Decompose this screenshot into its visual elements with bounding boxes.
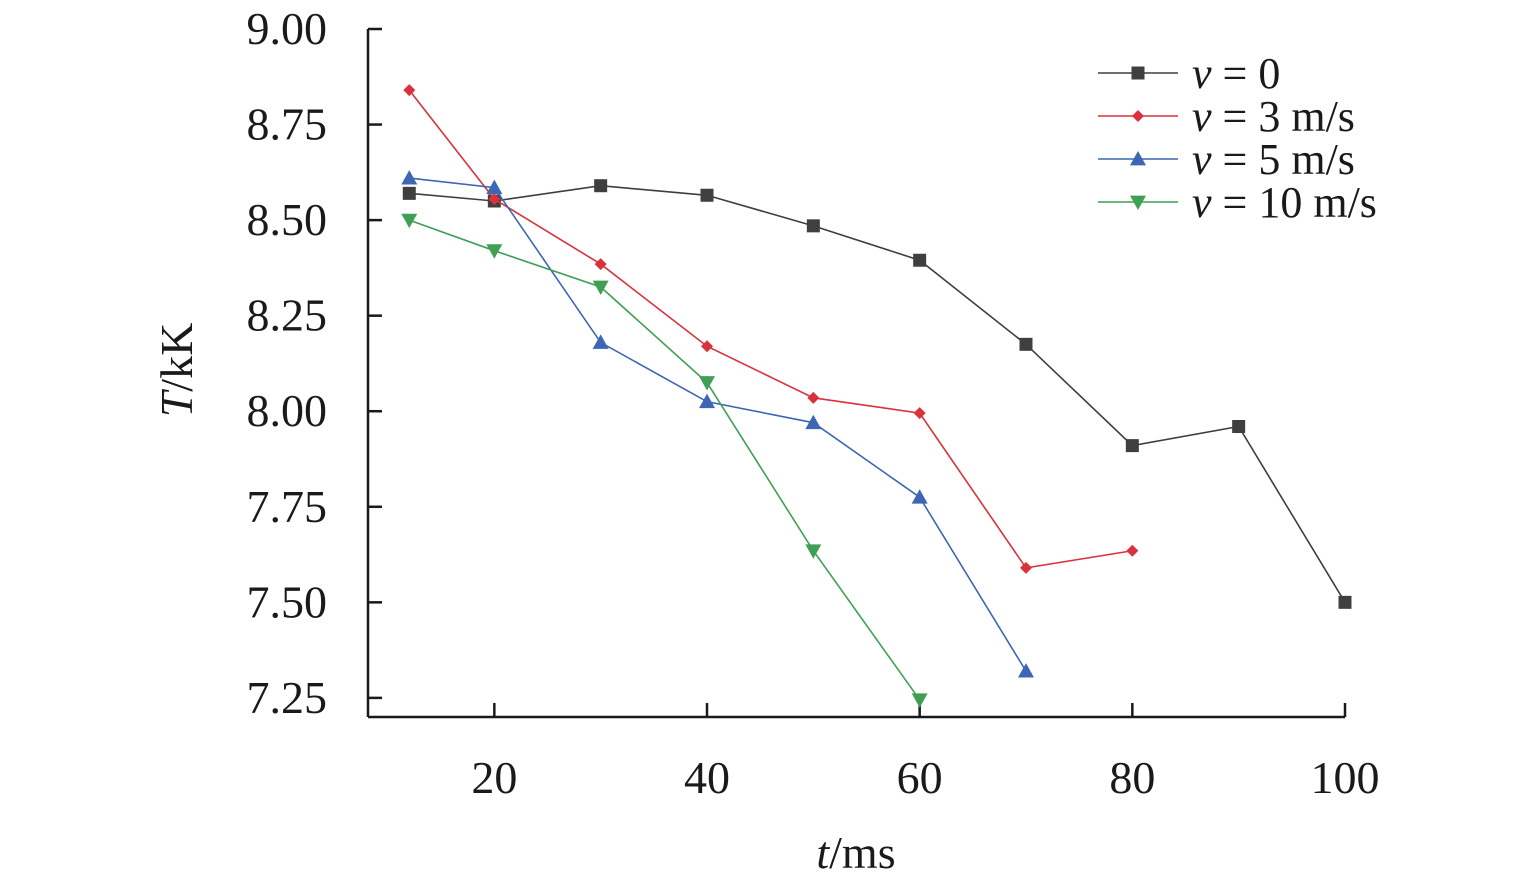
legend-label: v = 3 m/s [1192, 92, 1355, 141]
data-point [1338, 595, 1352, 609]
series-layer [401, 84, 1352, 708]
data-point [1232, 420, 1246, 434]
y-tick-label: 8.50 [247, 194, 328, 245]
data-point [1125, 439, 1139, 453]
series-2 [401, 170, 1034, 678]
data-point [805, 544, 822, 559]
data-point [913, 407, 926, 420]
data-point [592, 280, 609, 295]
data-point [701, 340, 713, 353]
series-3 [401, 213, 928, 708]
legend: v = 0v = 3 m/sv = 5 m/sv = 10 m/s [1098, 49, 1377, 227]
data-point [911, 693, 928, 708]
y-tick-label: 8.25 [247, 290, 328, 341]
data-point [1020, 561, 1032, 574]
series-line [409, 184, 1346, 603]
legend-marker [1130, 151, 1146, 166]
data-point [807, 391, 820, 404]
data-point [699, 376, 715, 391]
series-0 [402, 179, 1352, 609]
legend-marker [1132, 110, 1144, 122]
x-tick-label: 20 [471, 752, 517, 803]
legend-marker [1131, 66, 1145, 80]
y-tick-label: 9.00 [247, 3, 328, 54]
legend-label: v = 10 m/s [1192, 178, 1377, 227]
series-line [408, 89, 1133, 569]
series-line [409, 177, 1027, 672]
data-point [401, 170, 418, 185]
data-point [1126, 544, 1139, 557]
data-point [401, 213, 418, 229]
data-point [594, 179, 608, 193]
data-point [911, 489, 928, 504]
legend-item: v = 0 [1098, 49, 1280, 98]
legend-marker [1130, 195, 1146, 210]
data-point [488, 193, 501, 206]
data-point [403, 84, 416, 97]
legend-label: v = 0 [1192, 49, 1280, 98]
legend-item: v = 10 m/s [1098, 178, 1377, 227]
y-ticks: 7.25 7.50 7.75 8.00 8.25 8.50 8.75 9.00 [247, 3, 382, 723]
x-ticks: 20 40 60 80 100 [471, 703, 1380, 803]
data-point [594, 258, 607, 271]
legend-item: v = 3 m/s [1098, 92, 1355, 141]
data-point [806, 219, 820, 233]
x-axis-title: t/ms [816, 827, 895, 878]
x-tick-label: 80 [1109, 752, 1155, 803]
y-axis-title: T/kK [151, 323, 202, 418]
y-tick-label: 8.00 [247, 385, 328, 436]
data-point [805, 414, 822, 430]
data-point [1018, 663, 1034, 678]
y-tick-label: 8.75 [247, 99, 328, 150]
data-point [1019, 337, 1033, 351]
y-tick-label: 7.50 [247, 576, 328, 627]
x-tick-label: 40 [684, 752, 730, 803]
legend-item: v = 5 m/s [1098, 135, 1355, 184]
series-1 [403, 84, 1139, 574]
x-tick-label: 60 [897, 752, 943, 803]
series-line [408, 219, 921, 701]
y-tick-label: 7.25 [247, 672, 328, 723]
data-point [402, 186, 416, 200]
x-tick-label: 100 [1311, 752, 1380, 803]
legend-label: v = 5 m/s [1192, 135, 1355, 184]
data-point [592, 334, 609, 349]
data-point [700, 188, 714, 202]
data-point [486, 244, 503, 259]
data-point [913, 253, 927, 267]
data-point [699, 393, 715, 409]
y-tick-label: 7.75 [247, 481, 328, 532]
data-point [486, 179, 503, 195]
